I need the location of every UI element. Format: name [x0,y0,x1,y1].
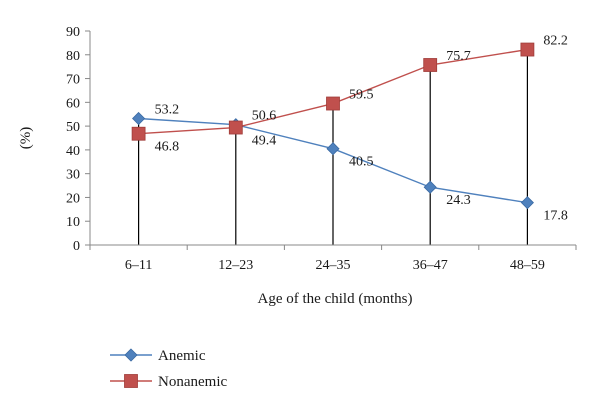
nonanemic-point [520,42,535,57]
nonanemic-point [423,58,438,72]
anemic-point [423,180,437,194]
anemic-point [326,142,340,156]
x-tick-label: 48–59 [510,258,545,273]
nonanemic-data-label: 75.7 [446,49,471,64]
nonanemic-data-label: 82.2 [543,34,568,49]
y-tick-label: 10 [66,215,80,230]
y-tick-label: 30 [66,168,80,183]
anemic-data-label: 24.3 [446,193,471,208]
nonanemic-data-label: 49.4 [252,134,276,149]
y-tick-label: 60 [66,96,80,111]
x-tick-label: 12–23 [218,258,253,273]
y-axis-ticks: 0 10 20 30 40 50 60 70 80 90 [66,25,90,254]
nonanemic-point [131,126,146,141]
axes [89,31,576,246]
x-axis-ticks: 6–11 12–23 24–35 36–47 48–59 [89,245,577,273]
x-tick-label: 36–47 [413,258,448,273]
legend-label-nonanemic: Nonanemic [158,374,227,390]
legend-marker-nonanemic [124,374,138,388]
nonanemic-data-label: 46.8 [155,140,180,155]
anemic-point [132,111,146,126]
anemic-data-label: 53.2 [155,103,180,118]
y-tick-label: 0 [73,239,80,254]
legend: Anemic Nonanemic [110,348,227,390]
data-labels: 53.2 46.8 50.6 49.4 40.5 59.5 24.3 75.7 17.8 82.2 [155,34,568,224]
nonanemic-point [228,120,243,135]
anemic-data-label: 17.8 [543,209,568,224]
legend-label-anemic: Anemic [158,348,206,364]
legend-marker-anemic [124,348,138,362]
y-tick-label: 50 [66,120,80,135]
y-tick-label: 90 [66,25,80,40]
series-markers [131,42,535,210]
y-tick-label: 20 [66,191,80,206]
anemic-data-label: 40.5 [349,155,374,170]
y-tick-label: 70 [66,73,80,88]
nonanemic-data-label: 59.5 [349,88,374,103]
x-tick-label: 24–35 [316,258,351,273]
anemic-point [520,196,534,210]
nonanemic-point [326,96,340,111]
y-tick-label: 80 [66,49,80,64]
drop-lines [138,49,529,245]
y-axis-title: (%) [18,127,34,150]
x-axis-title: Age of the child (months) [258,291,413,307]
y-tick-label: 40 [66,144,80,159]
anemic-data-label: 50.6 [252,109,276,124]
x-tick-label: 6–11 [125,258,152,273]
